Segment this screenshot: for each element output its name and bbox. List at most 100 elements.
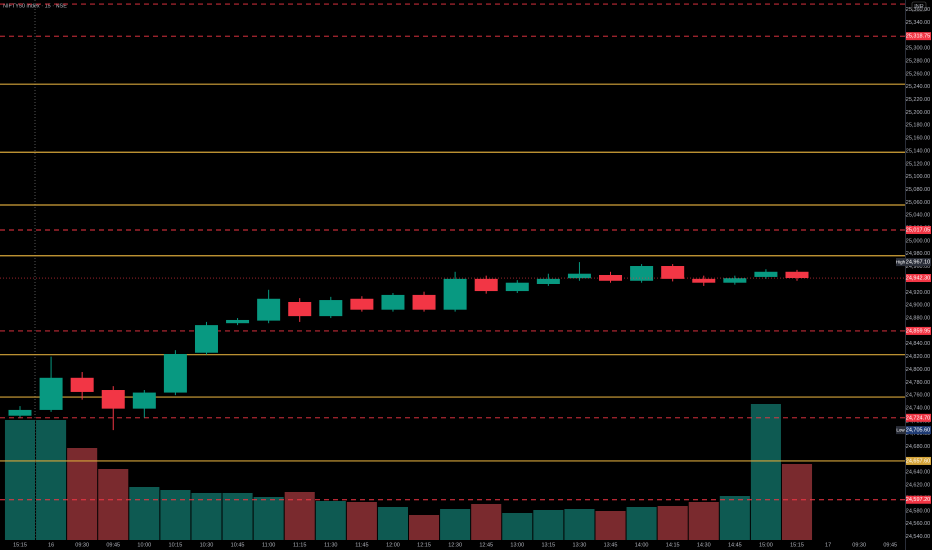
y-tick-label: 24,840.00 — [906, 341, 930, 347]
level-label-box — [906, 413, 931, 422]
low-marker-tag-box — [896, 426, 905, 435]
volume-bar — [750, 404, 781, 540]
level-label: 25,318.75 — [906, 34, 930, 40]
candle-body — [536, 278, 560, 284]
candle-body — [630, 266, 654, 281]
y-tick-label: 24,740.00 — [906, 405, 930, 411]
candle-body — [70, 377, 94, 392]
level-label-box — [906, 32, 931, 41]
low-marker-box — [906, 426, 931, 435]
x-tick-label: 09:45 — [106, 542, 120, 548]
low-marker-label: 24,705.60 — [906, 428, 930, 434]
y-tick-label: 24,540.00 — [906, 534, 930, 540]
volume-bar — [657, 506, 688, 540]
volume-bar — [36, 420, 67, 540]
last-price-label: 24,942.30 — [906, 275, 930, 281]
candle-body — [381, 294, 405, 310]
y-tick-label: 25,080.00 — [906, 187, 930, 193]
volume-bar — [284, 492, 315, 540]
symbol-legend: NIFTY50 index · 15 · NSE — [3, 3, 67, 9]
x-tick-label: 12:15 — [417, 542, 431, 548]
high-marker-box — [906, 258, 931, 267]
y-tick-label: 25,300.00 — [906, 46, 930, 52]
volume-bar — [471, 504, 502, 540]
candle-body — [692, 278, 716, 283]
last-price-box — [906, 274, 931, 283]
y-tick-label: 25,260.00 — [906, 71, 930, 77]
x-tick-label: 09:30 — [75, 542, 89, 548]
y-tick-label: 25,240.00 — [906, 84, 930, 90]
y-tick-label: 24,880.00 — [906, 316, 930, 322]
y-tick-label: 24,760.00 — [906, 393, 930, 399]
volume-bar — [626, 507, 657, 540]
y-tick-label: 25,340.00 — [906, 20, 930, 26]
level-label: 24,597.20 — [906, 497, 930, 503]
x-tick-label: 14:45 — [728, 542, 742, 548]
volume-bar — [191, 493, 222, 540]
x-tick-label: 10:15 — [169, 542, 183, 548]
y-tick-label: 24,920.00 — [906, 290, 930, 296]
high-marker-tag: High — [896, 259, 906, 264]
volume-bar — [129, 487, 160, 540]
volume-bar — [377, 507, 408, 540]
currency[interactable]: INR — [914, 4, 924, 10]
x-tick-label: 16 — [48, 542, 54, 548]
x-tick-label: 12:45 — [479, 542, 493, 548]
y-tick-label: 24,780.00 — [906, 380, 930, 386]
x-tick-label: 14:15 — [666, 542, 680, 548]
x-tick-label: 13:30 — [573, 542, 587, 548]
candle-body — [474, 278, 498, 292]
y-tick-label: 25,000.00 — [906, 238, 930, 244]
candle-body — [319, 300, 343, 317]
level-label-box — [906, 495, 931, 504]
y-tick-label: 24,700.00 — [906, 431, 930, 437]
y-tick-label: 25,200.00 — [906, 110, 930, 116]
candle-body — [194, 325, 218, 353]
x-tick-label: 15:15 — [790, 542, 804, 548]
x-tick-label: 10:45 — [231, 542, 245, 548]
volume-bar — [160, 490, 191, 540]
y-tick-label: 25,220.00 — [906, 97, 930, 103]
x-tick-label: 17 — [825, 542, 831, 548]
candle-body — [661, 266, 685, 279]
volume-bar — [564, 509, 595, 540]
candle-body — [723, 278, 747, 283]
x-tick-label: 12:00 — [386, 542, 400, 548]
y-tick-label: 25,280.00 — [906, 58, 930, 64]
volume-bar — [595, 511, 626, 540]
y-tick-label: 24,580.00 — [906, 508, 930, 514]
y-tick-label: 24,560.00 — [906, 521, 930, 527]
candle-body — [257, 298, 281, 321]
y-tick-label: 24,620.00 — [906, 483, 930, 489]
x-tick-label: 14:30 — [697, 542, 711, 548]
y-tick-label: 24,900.00 — [906, 303, 930, 309]
y-tick-label: 24,960.00 — [906, 264, 930, 270]
candle-body — [163, 354, 187, 393]
level-label-box — [906, 326, 931, 335]
candle-body — [754, 271, 778, 277]
candle-body — [8, 409, 32, 416]
low-marker-tag: Low — [896, 427, 905, 432]
x-tick-label: 13:45 — [604, 542, 618, 548]
y-tick-label: 25,140.00 — [906, 148, 930, 154]
y-tick-label: 24,640.00 — [906, 470, 930, 476]
candle-body — [412, 294, 436, 310]
volume-bar — [222, 493, 253, 540]
candle-body — [350, 298, 374, 310]
x-tick-label: 11:15 — [293, 542, 306, 548]
currency-box[interactable] — [911, 1, 927, 12]
y-tick-label: 25,360.00 — [906, 7, 930, 13]
candle-body — [505, 282, 529, 292]
level-label: 24,724.70 — [906, 415, 930, 421]
x-tick-label: 14:00 — [635, 542, 649, 548]
level-label: 24,657.60 — [906, 458, 930, 464]
y-tick-label: 24,820.00 — [906, 354, 930, 360]
candle-body — [288, 301, 312, 317]
candle-body — [101, 390, 125, 409]
candle-body — [567, 273, 591, 279]
x-tick-label: 09:30 — [852, 542, 866, 548]
x-tick-label: 10:30 — [200, 542, 214, 548]
y-tick-label: 25,040.00 — [906, 213, 930, 219]
volume-bar — [781, 464, 813, 540]
